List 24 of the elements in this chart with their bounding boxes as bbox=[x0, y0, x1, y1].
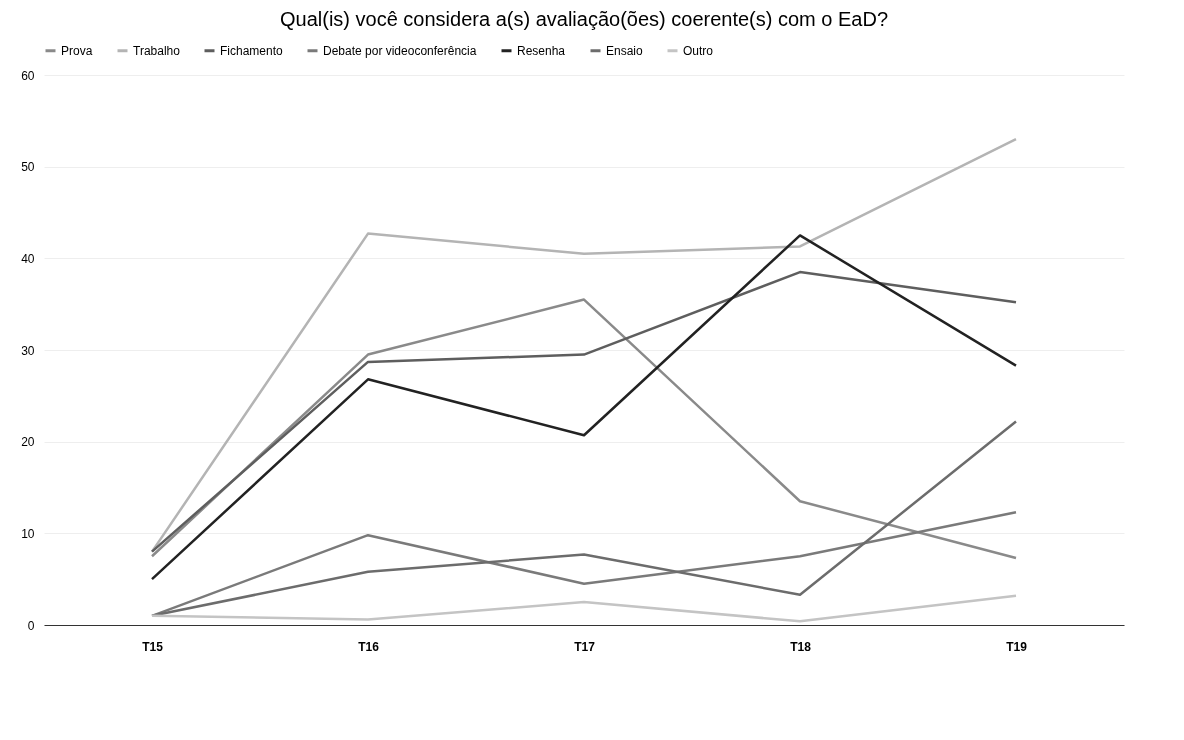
y-tick-label: 40 bbox=[21, 251, 35, 266]
legend-label: Fichamento bbox=[220, 43, 284, 58]
y-tick-label: 50 bbox=[21, 160, 35, 175]
line-series bbox=[150, 234, 1018, 581]
x-tick-label: T16 bbox=[358, 639, 380, 654]
legend-label: Ensaio bbox=[606, 43, 644, 58]
line-series bbox=[150, 594, 1018, 623]
chart-title: Qual(is) você considera a(s) avaliação(ões) coerente(s) com o EaD? bbox=[279, 8, 889, 30]
x-tick-label: T15 bbox=[142, 639, 164, 654]
y-tick-label: 20 bbox=[21, 435, 35, 450]
line-series bbox=[150, 137, 1018, 553]
legend-label: Resenha bbox=[517, 43, 566, 58]
line-series bbox=[150, 420, 1018, 618]
legend-label: Prova bbox=[61, 43, 93, 58]
y-tick-label: 60 bbox=[21, 68, 35, 83]
x-tick-label: T17 bbox=[574, 639, 596, 654]
y-tick-label: 30 bbox=[21, 343, 35, 358]
legend-label: Debate por videoconferência bbox=[323, 43, 477, 58]
y-tick-label: 10 bbox=[21, 526, 35, 541]
x-tick-label: T19 bbox=[1006, 639, 1028, 654]
legend-label: Trabalho bbox=[133, 43, 181, 58]
y-tick-label: 0 bbox=[27, 618, 35, 633]
legend-label: Outro bbox=[683, 43, 714, 58]
x-tick-label: T18 bbox=[790, 639, 812, 654]
